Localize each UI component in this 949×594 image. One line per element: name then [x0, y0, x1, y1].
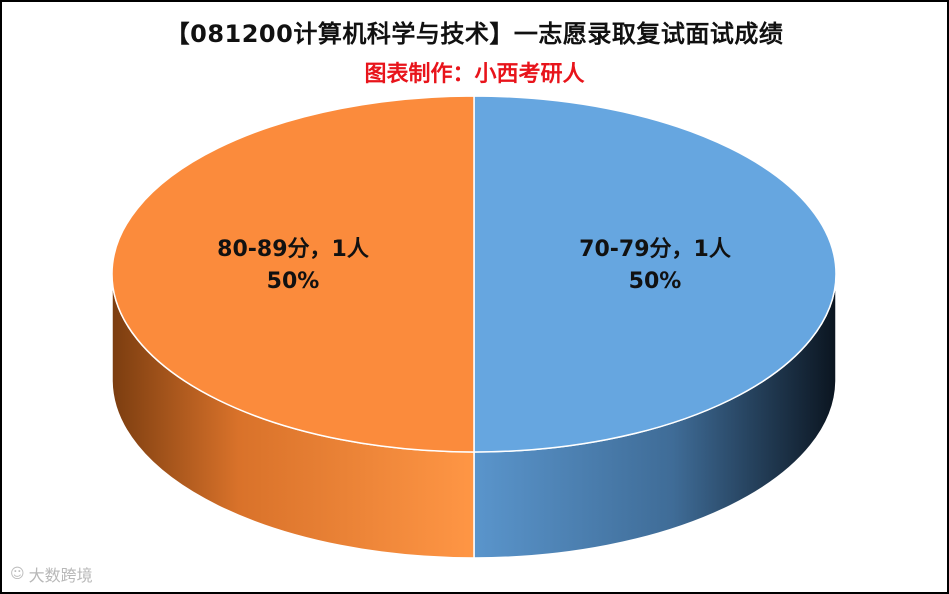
watermark-text: 大数跨境: [28, 566, 93, 585]
percent-label-80-89: 50%: [267, 269, 320, 294]
pie-slice-80-89: [111, 95, 475, 453]
percent-label-70-79: 50%: [629, 269, 682, 294]
data-label-80-89: 80-89分，1人: [217, 237, 369, 262]
pie-slice-70-79: [473, 95, 837, 453]
logo-icon: ☺: [10, 566, 25, 582]
watermark: ☺ 大数跨境: [10, 562, 93, 586]
chart-title: 【081200计算机科学与技术】一志愿录取复试面试成绩: [165, 20, 784, 48]
data-label-70-79: 70-79分，1人: [579, 237, 731, 262]
chart-subtitle: 图表制作：小西考研人: [364, 62, 585, 87]
